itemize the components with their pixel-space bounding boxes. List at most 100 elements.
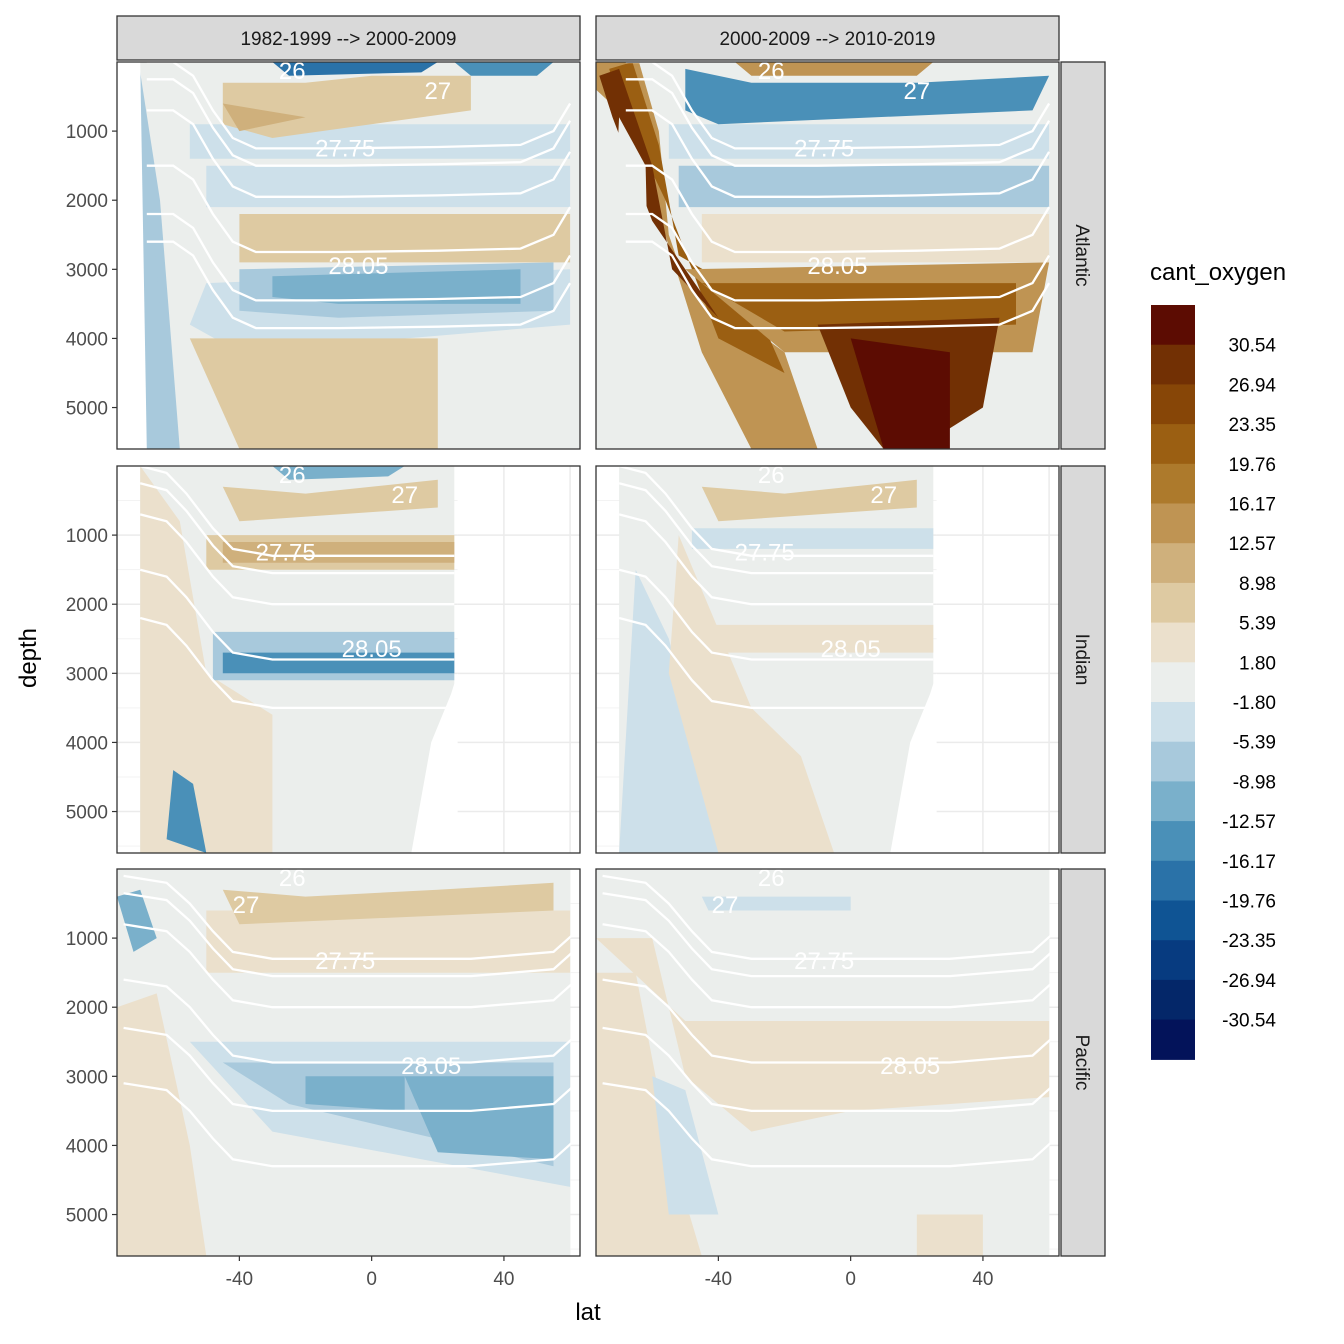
x-tick-label: -40 bbox=[705, 1269, 732, 1290]
isopycnal-line bbox=[602, 923, 1057, 1009]
contour-band bbox=[850, 338, 950, 449]
legend-break-label: -8.98 bbox=[1233, 772, 1276, 793]
isopycnal-label: 26 bbox=[758, 865, 785, 892]
x-tick-label: 40 bbox=[972, 1269, 993, 1290]
y-tick-label: 1000 bbox=[66, 526, 108, 547]
panel-atlantic-1: 26 27 27.75 28.05 bbox=[116, 61, 581, 450]
row-strip-label: Indian bbox=[1071, 634, 1092, 686]
isopycnal-line bbox=[618, 466, 934, 557]
isopycnal-label: 27 bbox=[870, 482, 897, 509]
isopycnals: 26 27 27.75 28.05 bbox=[618, 462, 934, 710]
contour-band bbox=[668, 124, 1050, 159]
x-tick-label: 0 bbox=[845, 1269, 856, 1290]
panel-border bbox=[595, 61, 1060, 450]
legend-break-label: -1.80 bbox=[1233, 693, 1276, 714]
isopycnal-line bbox=[602, 1026, 1057, 1113]
legend-key bbox=[1151, 463, 1195, 505]
isopycnal-line bbox=[625, 212, 1051, 302]
bottom-edge bbox=[117, 843, 580, 853]
legend-break-label: -26.94 bbox=[1222, 971, 1276, 992]
contour-band bbox=[117, 993, 207, 1256]
isopycnal-label: 27.75 bbox=[315, 948, 375, 975]
panel-indian-2: 26 27 27.75 28.05 bbox=[595, 462, 1060, 854]
isopycnal-line bbox=[625, 78, 1051, 167]
legend-break-label: 19.76 bbox=[1228, 455, 1276, 476]
contour-band bbox=[189, 338, 438, 449]
legend-break-label: 1.80 bbox=[1239, 653, 1276, 674]
legend-break-label: 16.17 bbox=[1228, 495, 1276, 516]
row-strip-label: Atlantic bbox=[1071, 224, 1092, 286]
legend-key bbox=[1151, 940, 1195, 981]
x-tick-label: -40 bbox=[226, 1269, 253, 1290]
isopycnal-label: 27 bbox=[424, 78, 451, 105]
legend-break-label: 12.57 bbox=[1228, 534, 1276, 555]
contour-band bbox=[117, 889, 157, 952]
column-strip-label: 2000-2009 --> 2010-2019 bbox=[719, 29, 935, 50]
isopycnal-line bbox=[139, 466, 455, 557]
contour-band bbox=[222, 75, 471, 138]
bottom-edge bbox=[596, 1246, 1059, 1256]
contour-band bbox=[599, 68, 719, 318]
isopycnal-label: 27 bbox=[233, 892, 260, 919]
legend-key bbox=[1151, 622, 1195, 663]
isopycnal-line bbox=[602, 978, 1057, 1064]
isopycnals: 26 27 27.75 28.05 bbox=[625, 58, 1051, 330]
isopycnal-label: 26 bbox=[758, 58, 785, 85]
panel-border bbox=[595, 465, 1060, 854]
isopycnal-label: 26 bbox=[279, 462, 306, 489]
bottom-edge bbox=[596, 439, 1059, 449]
isopycnal-line bbox=[618, 513, 934, 606]
contour-band bbox=[404, 1076, 554, 1160]
section-field: 26 27 27.75 28.05 bbox=[117, 462, 580, 853]
legend-key bbox=[1151, 582, 1195, 624]
contour-band bbox=[272, 466, 405, 480]
contour-band bbox=[701, 214, 1050, 263]
contour-band bbox=[734, 62, 934, 76]
isopycnal-label: 26 bbox=[279, 865, 306, 892]
isopycnal-line bbox=[123, 923, 578, 1009]
y-tick-label: 4000 bbox=[66, 1136, 108, 1157]
section-field: 26 27 27.75 28.05 bbox=[618, 462, 1059, 853]
y-tick-label: 1000 bbox=[66, 929, 108, 950]
legend-key bbox=[1151, 702, 1195, 743]
legend-break-label: -16.17 bbox=[1222, 852, 1276, 873]
section-field: 26 27 27.75 28.05 bbox=[117, 62, 580, 449]
contour-band bbox=[701, 479, 917, 522]
isopycnal-line bbox=[146, 164, 572, 254]
contour-band bbox=[619, 569, 719, 853]
row-strip bbox=[1060, 61, 1106, 450]
isopycnal-line bbox=[618, 482, 934, 575]
isopycnal-label: 26 bbox=[758, 462, 785, 489]
isopycnal-line bbox=[146, 78, 572, 167]
legend-break-label: -5.39 bbox=[1233, 733, 1276, 754]
contour-band bbox=[272, 269, 521, 304]
isopycnal-line bbox=[146, 109, 572, 198]
section-field: 26 27 27.75 28.05 bbox=[117, 865, 578, 1256]
isopycnal-label: 27 bbox=[391, 482, 418, 509]
isopycnal-label: 27.75 bbox=[794, 135, 854, 162]
legend-key bbox=[1151, 860, 1195, 902]
legend-key bbox=[1151, 305, 1195, 346]
isopycnal-label: 27.75 bbox=[735, 539, 795, 566]
legend-key bbox=[1151, 1019, 1195, 1060]
panel-atlantic-2: 26 27 27.75 28.05 bbox=[595, 58, 1060, 450]
contour-band bbox=[222, 479, 438, 522]
contour-band bbox=[239, 214, 571, 263]
y-tick-label: 5000 bbox=[66, 803, 108, 824]
y-tick-label: 2000 bbox=[66, 191, 108, 212]
isopycnal-line bbox=[139, 616, 455, 710]
legend-key bbox=[1151, 424, 1195, 465]
contour-band bbox=[272, 62, 438, 76]
panel-pacific-2: 26 27 27.75 28.05 bbox=[595, 865, 1060, 1257]
legend-key bbox=[1151, 781, 1195, 822]
isopycnal-label: 27.75 bbox=[794, 948, 854, 975]
column-strip-label: 1982-1999 --> 2000-2009 bbox=[240, 29, 456, 50]
y-tick-label: 5000 bbox=[66, 1206, 108, 1227]
isopycnal-label: 28.05 bbox=[880, 1053, 940, 1080]
isopycnal-label: 27 bbox=[712, 892, 739, 919]
legend-break-label: 23.35 bbox=[1228, 415, 1276, 436]
contour-band bbox=[685, 68, 1050, 125]
contour-band bbox=[206, 986, 571, 1021]
legend-break-label: 30.54 bbox=[1228, 336, 1276, 357]
x-tick-label: 40 bbox=[493, 1269, 514, 1290]
